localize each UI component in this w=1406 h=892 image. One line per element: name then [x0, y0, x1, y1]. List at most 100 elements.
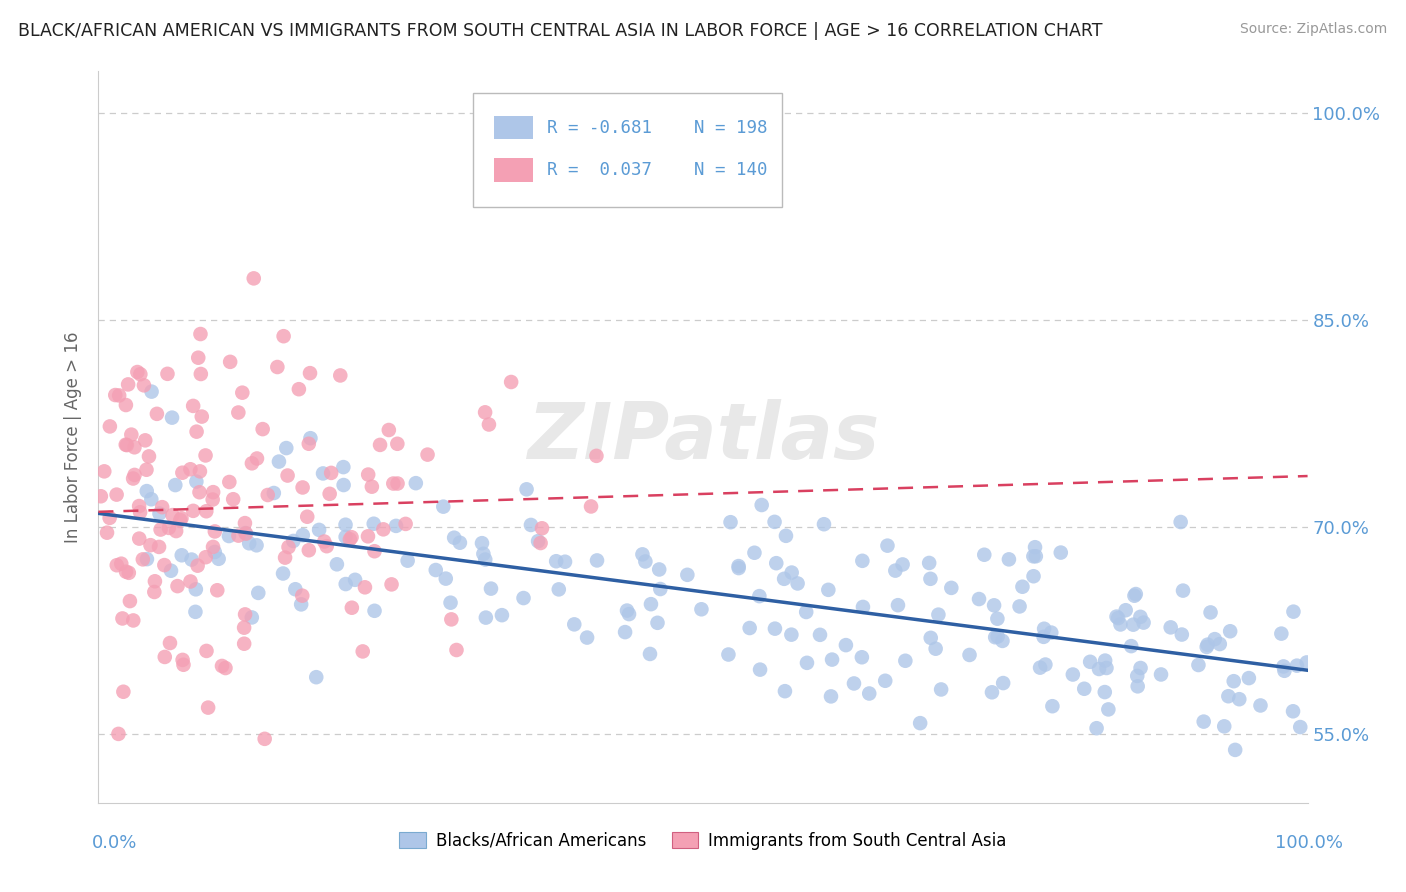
Point	[991, 676, 1014, 690]
Point	[763, 515, 786, 529]
Point	[363, 516, 385, 531]
Point	[1282, 605, 1305, 619]
Point	[744, 546, 766, 560]
Point	[180, 552, 202, 566]
Point	[749, 663, 772, 677]
Point	[98, 511, 121, 525]
Point	[576, 631, 599, 645]
Point	[357, 529, 380, 543]
Point	[472, 547, 495, 561]
Point	[738, 621, 761, 635]
Point	[446, 643, 468, 657]
Point	[122, 614, 145, 628]
Point	[1033, 622, 1056, 636]
Point	[190, 326, 212, 341]
Point	[110, 557, 132, 571]
Point	[1160, 620, 1182, 634]
Point	[813, 517, 835, 532]
Point	[235, 526, 257, 541]
Point	[1105, 609, 1128, 624]
Point	[1126, 669, 1149, 683]
Point	[166, 579, 188, 593]
Point	[228, 528, 250, 542]
Point	[120, 427, 142, 442]
Point	[315, 539, 337, 553]
Point	[763, 622, 786, 636]
Point	[1022, 549, 1045, 564]
Point	[253, 731, 276, 746]
Point	[190, 367, 212, 381]
Point	[986, 612, 1008, 626]
Point	[554, 555, 576, 569]
Point	[794, 605, 817, 619]
Point	[634, 554, 657, 568]
FancyBboxPatch shape	[494, 116, 533, 139]
Point	[242, 271, 264, 285]
Point	[233, 516, 256, 530]
Point	[276, 441, 298, 455]
Point	[385, 519, 408, 533]
Point	[143, 585, 166, 599]
Point	[808, 628, 831, 642]
Point	[105, 558, 128, 573]
Point	[478, 417, 501, 432]
Point	[186, 425, 208, 439]
Point	[640, 597, 662, 611]
Point	[617, 607, 640, 621]
Point	[432, 500, 454, 514]
Point	[1094, 654, 1116, 668]
Point	[214, 661, 236, 675]
Point	[329, 368, 352, 383]
Point	[195, 644, 218, 658]
Point	[202, 540, 225, 554]
Point	[141, 384, 163, 399]
Point	[547, 582, 569, 597]
Point	[165, 478, 187, 492]
Point	[298, 543, 321, 558]
Point	[1197, 638, 1219, 652]
Point	[344, 573, 367, 587]
Point	[135, 463, 157, 477]
Point	[132, 378, 155, 392]
Point	[266, 359, 288, 374]
Point	[1270, 626, 1292, 640]
Point	[291, 528, 314, 542]
Point	[631, 547, 654, 561]
Point	[1204, 632, 1226, 647]
Point	[314, 534, 336, 549]
Point	[1011, 580, 1033, 594]
Point	[298, 366, 321, 380]
Point	[267, 454, 290, 468]
Point	[439, 596, 461, 610]
Point	[1125, 587, 1147, 601]
Point	[208, 551, 231, 566]
Point	[318, 487, 340, 501]
Point	[115, 438, 138, 452]
Point	[256, 488, 278, 502]
Point	[852, 599, 875, 614]
Point	[1225, 743, 1247, 757]
Point	[90, 489, 112, 503]
Point	[160, 410, 183, 425]
Point	[288, 382, 311, 396]
Point	[380, 577, 402, 591]
Point	[491, 608, 513, 623]
Point	[1097, 702, 1119, 716]
Point	[115, 398, 138, 412]
Point	[1029, 660, 1052, 674]
Point	[128, 532, 150, 546]
Point	[1115, 603, 1137, 617]
Point	[579, 500, 602, 514]
Point	[924, 641, 946, 656]
Point	[291, 589, 314, 603]
Point	[780, 627, 803, 641]
Point	[240, 610, 263, 624]
Point	[118, 594, 141, 608]
Point	[449, 535, 471, 549]
Point	[475, 610, 498, 624]
Point	[194, 449, 217, 463]
Point	[765, 556, 787, 570]
Point	[136, 552, 159, 566]
Text: Source: ZipAtlas.com: Source: ZipAtlas.com	[1240, 22, 1388, 37]
Point	[1035, 657, 1057, 672]
